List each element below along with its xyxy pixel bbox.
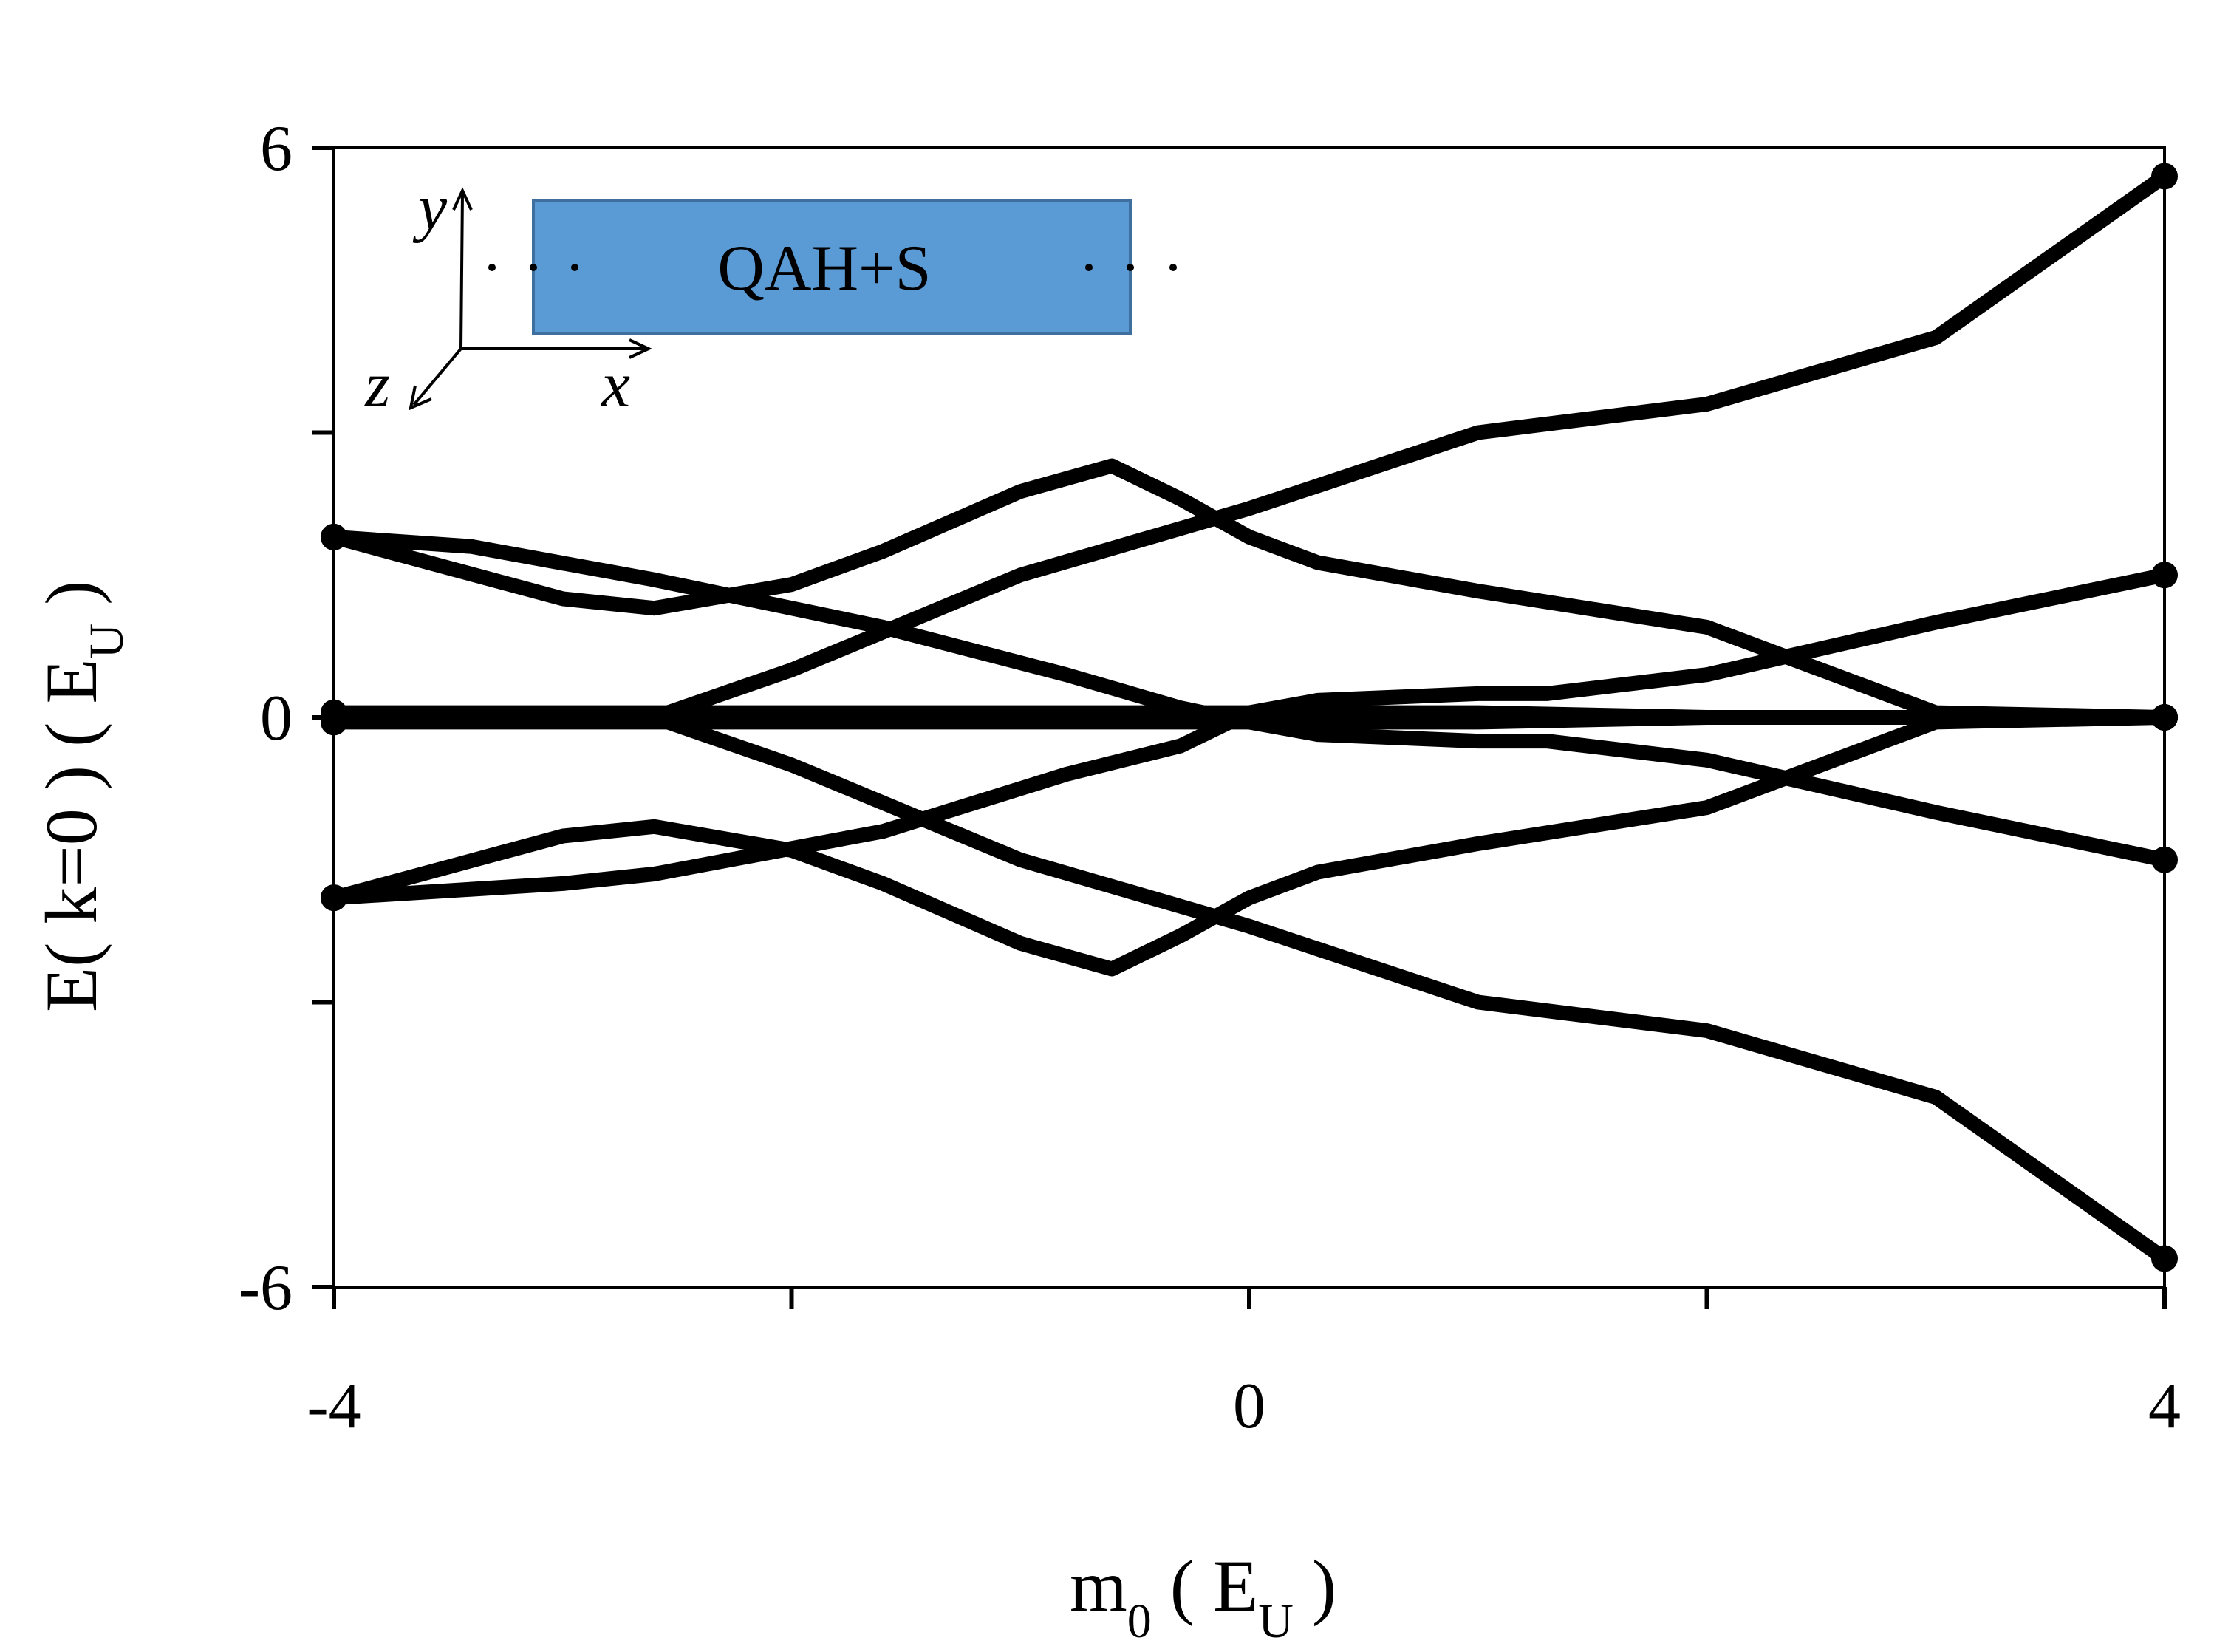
inset-axes [409, 187, 652, 411]
x-axis-unit-sub: U [1258, 1594, 1294, 1648]
band-line-3 [327, 458, 2172, 725]
left-ellipsis [488, 264, 578, 271]
y-axis-label: E( k=0 ) ( EU ) [30, 581, 134, 1012]
x-axis-label-sub: 0 [1127, 1594, 1152, 1648]
inset-y-axis-label: y [412, 172, 448, 244]
y-axis-label-main: E( k=0 ) ( E [30, 659, 112, 1012]
right-ellipsis [1085, 264, 1177, 271]
series-layer [321, 163, 2178, 1272]
band-line-8 [327, 710, 2172, 1266]
inset-z-axis-label: z [364, 349, 390, 421]
y-axis-label-end: ) [30, 581, 112, 624]
x-axis-label-main: m [1070, 1545, 1127, 1627]
inset-schematic: QAH+S y x z [364, 172, 1177, 421]
axes-layer [312, 146, 2167, 1309]
tick-labels: -4 0 4 -6 0 6 [239, 113, 2181, 1442]
x-axis-unit-main: E [1213, 1545, 1258, 1627]
inset-x-axis-label: x [600, 349, 630, 421]
qah-s-box [532, 199, 1132, 335]
y-axis-label-sub: U [80, 624, 134, 659]
band-line-4 [327, 710, 2172, 977]
x-axis-label: m0 ( EU ) [1070, 1545, 1336, 1648]
band-line-6 [327, 710, 2172, 730]
band-line-7 [327, 168, 2172, 725]
y-tick-label: -6 [239, 1252, 293, 1324]
inset-box-label: QAH+S [717, 233, 931, 304]
x-tick-label: 4 [2148, 1371, 2181, 1442]
y-tick-label: 6 [260, 113, 293, 185]
y-tick-label: 0 [260, 683, 293, 754]
x-tick-label: 0 [1233, 1371, 1265, 1442]
x-tick-label: -4 [307, 1371, 361, 1442]
